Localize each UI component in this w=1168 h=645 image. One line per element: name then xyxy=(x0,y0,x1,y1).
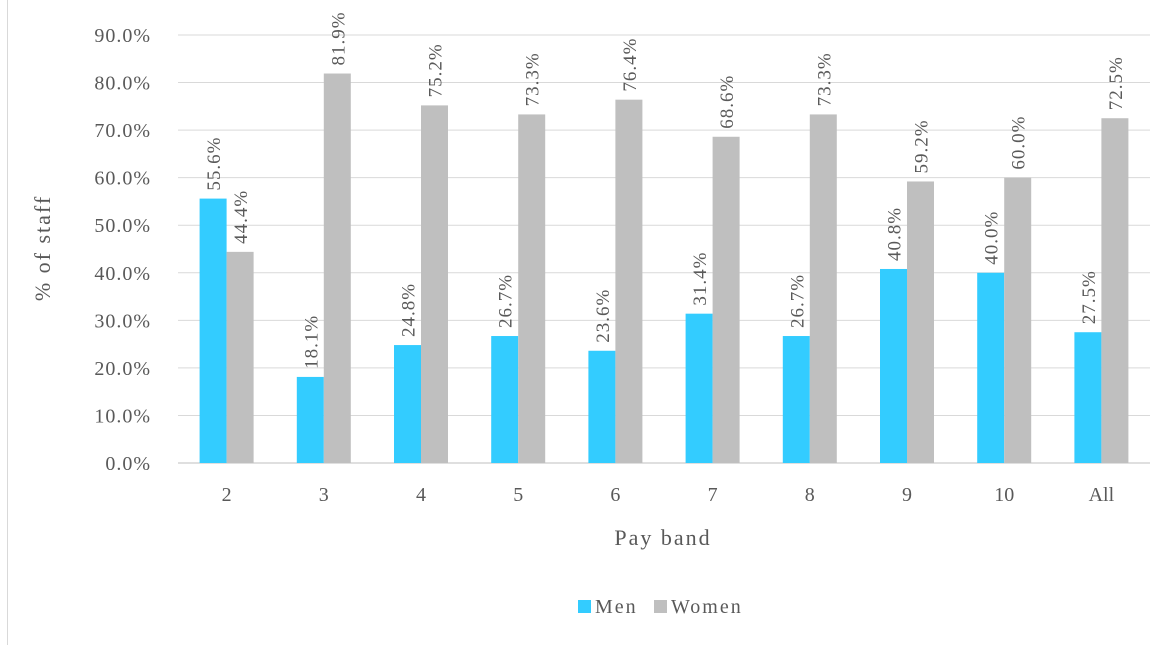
bar-men-4 xyxy=(394,345,421,463)
x-category-label: All xyxy=(1089,484,1115,506)
y-tick-label: 20.0% xyxy=(94,358,151,380)
data-label-men-8: 26.7% xyxy=(787,274,808,328)
bar-women-9 xyxy=(907,181,934,463)
bar-women-4 xyxy=(421,105,448,463)
data-label-men-7: 31.4% xyxy=(690,252,711,306)
legend-label-men: Men xyxy=(595,596,638,618)
y-tick-label: 70.0% xyxy=(94,120,151,142)
data-label-women-all: 72.5% xyxy=(1106,56,1127,110)
bar-men-2 xyxy=(199,198,227,463)
data-label-women-9: 59.2% xyxy=(912,119,933,173)
data-labels: 55.6% 44.4% 18.1% 81.9% 24.8% 75.2% 26.7% 73.3%… xyxy=(204,11,1127,368)
y-tick-label: 40.0% xyxy=(94,263,151,285)
bar-women-10 xyxy=(1004,177,1032,463)
bar-women-all xyxy=(1101,118,1129,463)
bar-women-6 xyxy=(615,99,643,464)
bar-men-all xyxy=(1074,332,1102,463)
data-label-women-10: 60.0% xyxy=(1009,116,1030,170)
bar-men-3 xyxy=(296,376,324,463)
x-category-label: 9 xyxy=(902,484,912,506)
data-label-men-5: 26.7% xyxy=(496,274,517,328)
bar-women-7 xyxy=(712,136,740,463)
data-label-men-9: 40.8% xyxy=(885,207,906,261)
data-label-women-6: 76.4% xyxy=(620,38,641,92)
data-label-women-8: 73.3% xyxy=(814,52,835,106)
bars xyxy=(199,73,1129,464)
y-tick-label: 60.0% xyxy=(94,168,151,190)
legend-label-women: Women xyxy=(671,596,743,618)
x-category-label: 8 xyxy=(805,484,815,506)
bar-women-2 xyxy=(226,251,254,463)
data-label-men-10: 40.0% xyxy=(982,211,1003,265)
x-axis-title: Pay band xyxy=(614,525,711,550)
legend: Men Women xyxy=(578,596,743,618)
y-tick-label: 30.0% xyxy=(94,310,151,332)
data-label-women-5: 73.3% xyxy=(523,52,544,106)
x-category-label: 5 xyxy=(513,484,523,506)
data-label-men-6: 23.6% xyxy=(593,289,614,343)
data-label-men-2: 55.6% xyxy=(204,137,225,191)
data-label-women-4: 75.2% xyxy=(426,43,447,97)
y-axis-title: % of staff xyxy=(30,195,55,301)
x-category-label: 3 xyxy=(319,484,329,506)
x-axis-categories: 2 3 4 5 6 7 8 9 10 All xyxy=(222,484,1115,506)
x-category-label: 2 xyxy=(222,484,232,506)
bar-women-8 xyxy=(809,114,837,463)
data-label-women-3: 81.9% xyxy=(328,11,349,65)
y-tick-label: 10.0% xyxy=(94,405,151,427)
y-tick-label: 90.0% xyxy=(94,25,151,47)
bar-women-3 xyxy=(323,73,351,464)
x-category-label: 6 xyxy=(610,484,620,506)
x-category-label: 4 xyxy=(416,484,426,506)
y-tick-label: 50.0% xyxy=(94,215,151,237)
data-label-men-all: 27.5% xyxy=(1079,270,1100,324)
x-category-label: 10 xyxy=(994,484,1014,506)
data-label-men-4: 24.8% xyxy=(399,283,420,337)
x-category-label: 7 xyxy=(708,484,718,506)
y-tick-label: 0.0% xyxy=(105,453,151,475)
bar-men-9 xyxy=(880,268,907,463)
y-tick-label: 80.0% xyxy=(94,73,151,95)
bar-men-10 xyxy=(977,272,1005,463)
y-axis-ticks: 0.0% 10.0% 20.0% 30.0% 40.0% 50.0% 60.0% 70.0% 8… xyxy=(94,25,151,475)
data-label-women-2: 44.4% xyxy=(231,190,252,244)
bar-men-6 xyxy=(588,350,616,463)
bar-men-8 xyxy=(782,336,810,463)
bar-women-5 xyxy=(518,114,546,463)
legend-swatch-women xyxy=(654,600,667,613)
data-label-women-7: 68.6% xyxy=(717,75,738,129)
legend-swatch-men xyxy=(578,600,591,613)
data-label-men-3: 18.1% xyxy=(301,315,322,369)
bar-men-7 xyxy=(685,313,713,463)
bar-men-5 xyxy=(491,336,519,463)
